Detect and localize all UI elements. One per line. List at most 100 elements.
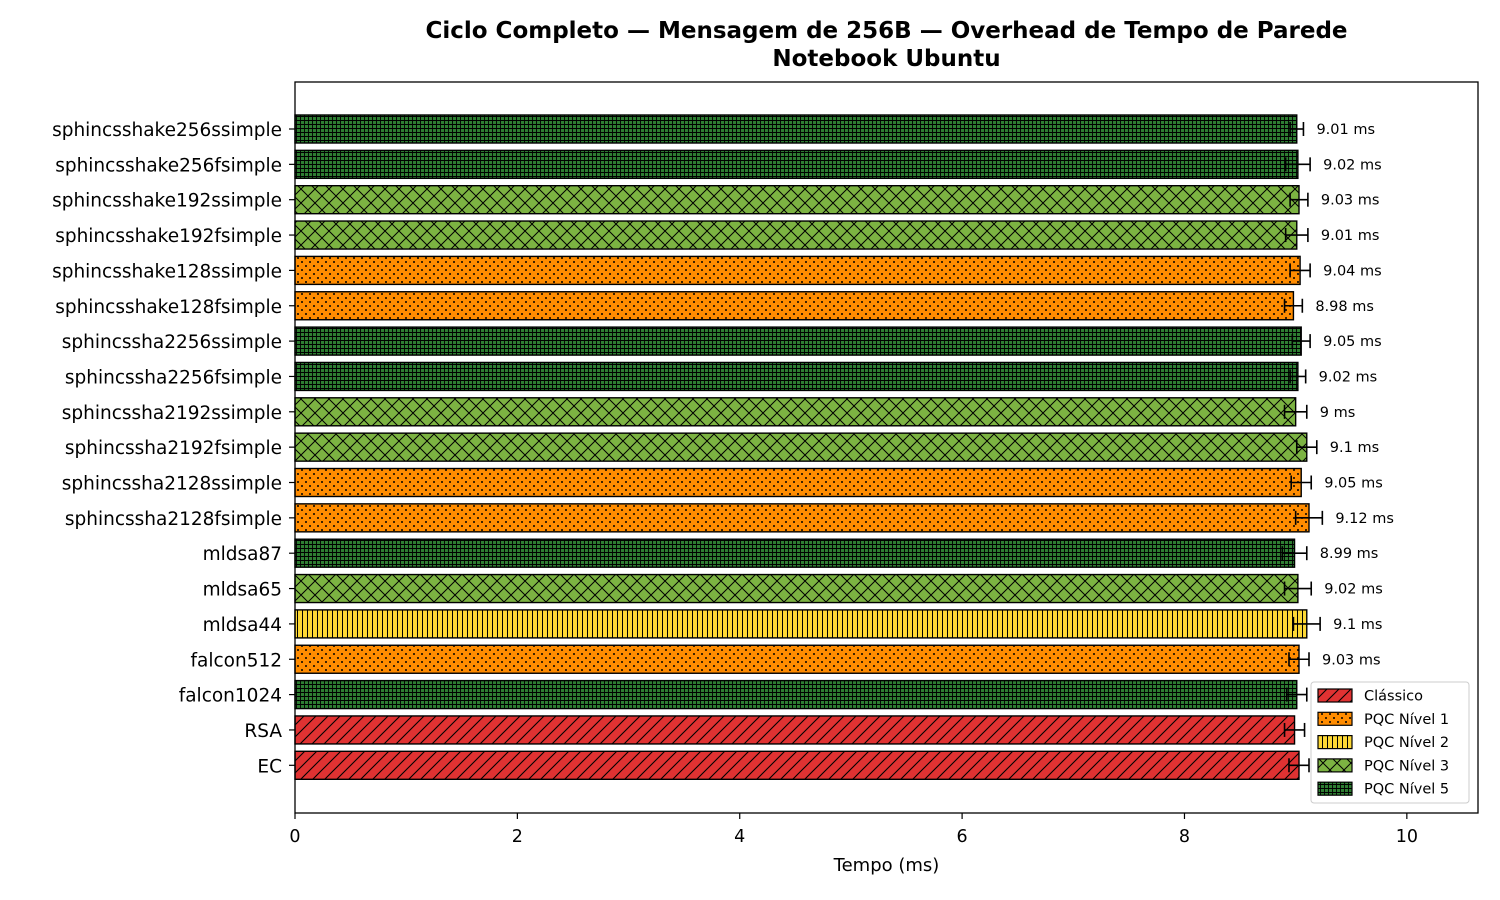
legend-label: PQC Nível 2 <box>1364 735 1449 751</box>
error-bar-falcon1024 <box>1285 687 1308 702</box>
bar-sphincssha2192ssimple <box>294 397 1297 427</box>
error-bar-sphincssha2256fsimple <box>1289 369 1307 384</box>
x-tick-label: 8 <box>1179 827 1190 847</box>
bar-mldsa65 <box>294 573 1299 604</box>
error-bar-EC <box>1288 758 1310 773</box>
bar-sphincsshake128ssimple <box>294 255 1301 286</box>
x-axis-label: Tempo (ms) <box>833 855 940 876</box>
y-tick-label-sphincssha2256ssimple: sphincssha2256ssimple <box>62 332 282 353</box>
chart-title: Ciclo Completo — Mensagem de 256B — Over… <box>425 18 1348 44</box>
error-bar-sphincssha2192ssimple <box>1283 404 1308 419</box>
error-bar-mldsa65 <box>1283 581 1313 596</box>
bar-EC <box>294 750 1300 780</box>
error-bar-sphincssha2128fsimple <box>1294 510 1324 525</box>
legend-item-classic: Clássico <box>1317 688 1423 705</box>
value-label-sphincssha2128fsimple: 9.12 ms <box>1335 511 1394 527</box>
error-bar-sphincsshake192ssimple <box>1289 192 1309 207</box>
bar-sphincsshake192ssimple <box>294 184 1300 215</box>
legend-label: PQC Nível 5 <box>1364 782 1449 798</box>
error-bar-mldsa44 <box>1292 616 1321 631</box>
y-tick-label-sphincsshake192ssimple: sphincsshake192ssimple <box>52 191 282 212</box>
chart-subtitle: Notebook Ubuntu <box>772 46 1001 72</box>
y-tick-label-sphincssha2128ssimple: sphincssha2128ssimple <box>62 474 282 495</box>
y-tick-label-sphincsshake128ssimple: sphincsshake128ssimple <box>52 261 282 282</box>
legend: Clássico PQC Nível 1 PQC Nível 2 PQC Nível … <box>1310 681 1470 804</box>
value-label-mldsa65: 9.02 ms <box>1324 582 1383 598</box>
bar-sphincssha2128ssimple <box>294 467 1302 498</box>
value-label-sphincsshake192fsimple: 9.01 ms <box>1321 228 1380 244</box>
error-bar-sphincsshake256ssimple <box>1289 122 1305 136</box>
legend-item-l3: PQC Nível 3 <box>1317 758 1449 774</box>
legend-item-l1: PQC Nível 1 <box>1317 711 1449 728</box>
bar-sphincssha2256ssimple <box>294 326 1302 356</box>
value-label-sphincssha2256ssimple: 9.05 ms <box>1323 334 1382 350</box>
x-tick-label: 10 <box>1396 827 1418 847</box>
x-tick-label: 6 <box>957 827 968 847</box>
bar-RSA <box>294 715 1296 745</box>
legend-label: Clássico <box>1364 689 1423 705</box>
bar-sphincsshake128fsimple <box>294 291 1295 321</box>
error-bar-sphincsshake192fsimple <box>1284 228 1309 243</box>
legend-item-l5: PQC Nível 5 <box>1317 781 1449 798</box>
value-label-sphincsshake256fsimple: 9.02 ms <box>1323 157 1382 173</box>
legend-label: PQC Nível 1 <box>1364 712 1449 728</box>
error-bar-falcon512 <box>1288 652 1310 667</box>
y-tick-label-mldsa87: mldsa87 <box>203 544 282 565</box>
y-tick-label-sphincssha2192fsimple: sphincssha2192fsimple <box>65 438 282 459</box>
bar-falcon1024 <box>294 679 1298 710</box>
bar-mldsa44 <box>294 609 1308 639</box>
legend-label: PQC Nível 3 <box>1364 758 1449 774</box>
error-bar-sphincssha2128ssimple <box>1290 475 1313 490</box>
value-label-sphincssha2192ssimple: 9 ms <box>1320 405 1356 421</box>
value-label-sphincssha2192fsimple: 9.1 ms <box>1330 440 1379 456</box>
value-labels-layer: 9.01 ms 9.02 ms 9.03 ms 9.01 ms 9.04 ms 8.98 … <box>1315 122 1394 668</box>
y-tick-label-sphincsshake256ssimple: sphincsshake256ssimple <box>52 120 282 141</box>
error-bar-sphincssha2192fsimple <box>1295 440 1318 455</box>
x-tick-label: 4 <box>734 827 745 847</box>
y-tick-label-sphincsshake192fsimple: sphincsshake192fsimple <box>55 226 282 247</box>
value-label-sphincsshake128ssimple: 9.04 ms <box>1323 263 1382 279</box>
error-bar-RSA <box>1283 722 1306 737</box>
error-bar-sphincsshake128fsimple <box>1283 298 1304 313</box>
bar-sphincssha2128fsimple <box>294 503 1310 533</box>
value-label-sphincsshake192ssimple: 9.03 ms <box>1321 193 1380 209</box>
y-axis: sphincsshake256ssimple sphincsshake256fsi… <box>52 120 295 777</box>
y-tick-label-falcon1024: falcon1024 <box>179 686 282 707</box>
y-tick-label-sphincssha2256fsimple: sphincssha2256fsimple <box>65 367 282 388</box>
y-tick-label-mldsa65: mldsa65 <box>203 580 282 601</box>
bars-layer <box>294 114 1310 780</box>
legend-item-l2: PQC Nível 2 <box>1317 734 1449 751</box>
bar-sphincsshake192fsimple <box>294 220 1298 250</box>
value-label-sphincssha2256fsimple: 9.02 ms <box>1319 369 1378 385</box>
y-tick-label-RSA: RSA <box>244 721 282 742</box>
bar-falcon512 <box>294 644 1300 674</box>
y-tick-label-sphincsshake256fsimple: sphincsshake256fsimple <box>55 155 282 176</box>
bar-sphincsshake256ssimple <box>294 114 1298 144</box>
error-bar-sphincssha2256ssimple <box>1291 334 1311 349</box>
bar-sphincssha2192fsimple <box>294 432 1308 462</box>
error-bar-mldsa87 <box>1281 546 1308 561</box>
x-axis: 0 2 4 6 8 10 <box>289 813 1418 847</box>
y-tick-label-sphincssha2192ssimple: sphincssha2192ssimple <box>62 403 282 424</box>
bar-sphincssha2256fsimple <box>294 361 1299 392</box>
error-bars-layer <box>1281 122 1324 773</box>
bar-sphincsshake256fsimple <box>294 149 1299 180</box>
y-tick-label-falcon512: falcon512 <box>190 650 282 671</box>
value-label-mldsa44: 9.1 ms <box>1333 617 1382 633</box>
y-tick-label-mldsa44: mldsa44 <box>203 615 282 636</box>
y-tick-label-sphincssha2128fsimple: sphincssha2128fsimple <box>65 509 282 530</box>
x-tick-label: 0 <box>289 827 300 847</box>
value-label-falcon512: 9.03 ms <box>1322 652 1381 668</box>
value-label-sphincsshake128fsimple: 8.98 ms <box>1315 299 1374 315</box>
y-tick-label-sphincsshake128fsimple: sphincsshake128fsimple <box>55 297 282 318</box>
error-bar-sphincsshake256fsimple <box>1284 157 1311 172</box>
y-tick-label-EC: EC <box>257 756 282 777</box>
value-label-sphincssha2128ssimple: 9.05 ms <box>1324 476 1383 492</box>
error-bar-sphincsshake128ssimple <box>1289 263 1311 278</box>
x-tick-label: 2 <box>512 827 523 847</box>
value-label-sphincsshake256ssimple: 9.01 ms <box>1316 122 1375 138</box>
value-label-mldsa87: 8.99 ms <box>1320 546 1379 562</box>
bar-mldsa87 <box>294 538 1296 568</box>
